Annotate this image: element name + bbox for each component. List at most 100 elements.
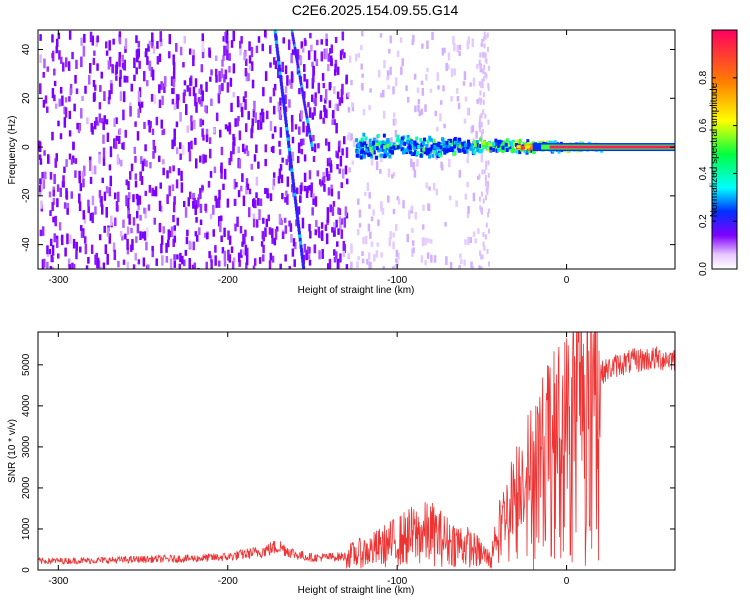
heatmap-cell xyxy=(227,230,230,240)
heatmap-cell xyxy=(40,200,43,209)
heatmap-cell xyxy=(64,247,67,257)
heatmap-cell xyxy=(428,186,431,191)
heatmap-cell xyxy=(439,145,443,150)
heatmap-cell xyxy=(433,149,437,154)
heatmap-cell xyxy=(482,92,485,98)
heatmap-cell xyxy=(482,99,485,105)
heatmap-cell xyxy=(298,126,301,135)
heatmap-cell xyxy=(323,107,327,118)
heatmap-cell xyxy=(59,187,62,197)
heatmap-cell xyxy=(476,148,480,153)
snr-series-line xyxy=(38,332,675,570)
page-title: C2E6.2025.154.09.55.G14 xyxy=(291,2,459,18)
heatmap-cell xyxy=(302,138,305,145)
heatmap-cell xyxy=(343,52,346,59)
heatmap-cell xyxy=(74,158,78,164)
heatmap-cell xyxy=(457,137,461,142)
heatmap-cell xyxy=(359,141,363,146)
heatmap-cell xyxy=(437,143,441,148)
heatmap-cell xyxy=(153,94,157,105)
heatmap-cell xyxy=(49,238,53,247)
heatmap-cell xyxy=(51,88,55,99)
heatmap-cell xyxy=(185,236,189,245)
heatmap-cell xyxy=(262,244,265,254)
heatmap-cell xyxy=(360,63,363,70)
heatmap-cell xyxy=(358,223,362,228)
heatmap-cell xyxy=(115,135,119,142)
heatmap-cell xyxy=(53,68,56,76)
heatmap-cell xyxy=(466,108,470,115)
heatmap-cell xyxy=(76,122,79,130)
heatmap-cell xyxy=(161,255,164,266)
heatmap-cell xyxy=(481,254,484,260)
heatmap-cell xyxy=(227,249,230,261)
heatmap-cell xyxy=(372,140,376,145)
heatmap-cell xyxy=(480,266,483,269)
heatmap-cell xyxy=(201,128,204,137)
heatmap-cell xyxy=(344,206,348,216)
heatmap-cell xyxy=(392,241,395,250)
heatmap-cell xyxy=(136,131,140,141)
heatmap-cell xyxy=(123,59,127,71)
heatmap-cell xyxy=(245,262,248,269)
heatmap-cell xyxy=(364,235,368,245)
heatmap-cell xyxy=(195,216,198,223)
heatmap-cell xyxy=(303,101,306,106)
heatmap-cell xyxy=(439,113,442,122)
heatmap-cell xyxy=(337,142,341,153)
heatmap-cell xyxy=(337,191,340,200)
heatmap-cell xyxy=(314,92,317,99)
heatmap-cell xyxy=(193,119,196,130)
heatmap-cell xyxy=(220,172,223,179)
heatmap-cell xyxy=(117,135,121,144)
heatmap-cell xyxy=(64,107,68,118)
heatmap-cell xyxy=(347,252,351,259)
heatmap-cell xyxy=(424,147,428,152)
heatmap-cell xyxy=(56,253,60,259)
heatmap-cell xyxy=(518,138,522,143)
heatmap-cell xyxy=(72,238,76,249)
heatmap-cell xyxy=(207,180,211,188)
heatmap-cell xyxy=(427,154,431,159)
heatmap-cell xyxy=(72,263,76,269)
heatmap-cell xyxy=(146,227,149,238)
heatmap-cell xyxy=(271,228,274,238)
heatmap-cell xyxy=(287,39,291,50)
colorbar-tick-label: 0.8 xyxy=(698,70,709,84)
heatmap-cell xyxy=(439,100,443,105)
heatmap-cell xyxy=(285,190,288,196)
heatmap-cell xyxy=(44,171,47,180)
heatmap-cell xyxy=(107,96,111,105)
heatmap-cell xyxy=(108,90,111,100)
heatmap-cell xyxy=(130,163,134,172)
heatmap-cell xyxy=(375,146,379,151)
heatmap-cell xyxy=(105,206,108,218)
heatmap-cell xyxy=(55,238,59,248)
heatmap-cell xyxy=(102,134,105,144)
heatmap-cell xyxy=(220,235,223,243)
heatmap-cell xyxy=(467,236,470,246)
heatmap-cell xyxy=(250,236,254,242)
heatmap-cell xyxy=(218,189,221,200)
heatmap-cell xyxy=(458,44,462,50)
heatmap-cell xyxy=(416,150,420,155)
heatmap-cell xyxy=(134,155,137,163)
heatmap-cell xyxy=(115,63,118,75)
heatmap-cell xyxy=(435,188,439,196)
heatmap-cell xyxy=(79,183,83,192)
heatmap-cell xyxy=(357,52,361,58)
heatmap-cell xyxy=(478,265,481,269)
heatmap-cell xyxy=(467,151,470,158)
heatmap-cell xyxy=(387,144,391,149)
heatmap-cell xyxy=(272,178,276,187)
heatmap-cell xyxy=(323,48,326,60)
heatmap-cell xyxy=(359,45,363,51)
heatmap-cell xyxy=(368,204,371,209)
heatmap-cell xyxy=(315,58,319,67)
heatmap-cell xyxy=(253,154,257,162)
heatmap-cell xyxy=(277,64,281,69)
heatmap-cell xyxy=(273,126,277,133)
heatmap-cell xyxy=(242,143,245,153)
heatmap-cell xyxy=(281,61,284,73)
heatmap-cell xyxy=(274,60,278,70)
